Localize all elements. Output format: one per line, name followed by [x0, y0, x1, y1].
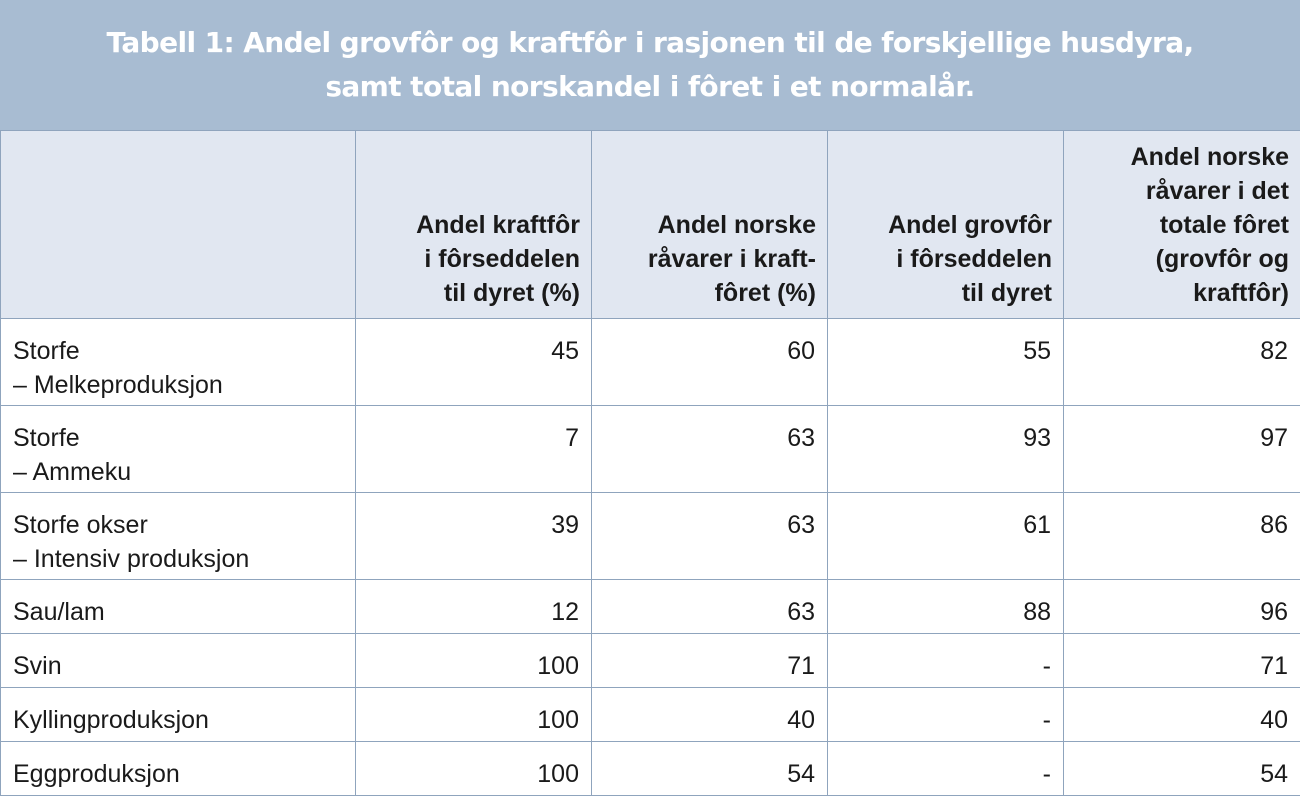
- table-cell: 88: [827, 579, 1064, 634]
- table-cell: 55: [827, 318, 1064, 406]
- feed-share-table: Andel kraftfôr i fôrseddelen til dyret (…: [0, 130, 1300, 796]
- header-line: råvarer i kraft-: [647, 245, 816, 273]
- row-label: Storfe – Melkeproduksjon: [0, 318, 356, 406]
- row-label-line: Storfe okser: [13, 511, 148, 539]
- table-cell: -: [827, 633, 1064, 688]
- table-title-line-2: samt total norskandel i fôret i et norma…: [325, 70, 975, 103]
- table-row: Storfe – Melkeproduksjon 45 60 55 82: [0, 318, 1300, 406]
- row-label-line: – Melkeproduksjon: [13, 371, 223, 399]
- row-label-line: Eggproduksjon: [13, 760, 180, 788]
- table-title-line-1: Tabell 1: Andel grovfôr og kraftfôr i ra…: [106, 26, 1194, 59]
- table-cell: 45: [355, 318, 592, 406]
- table-cell: 61: [827, 492, 1064, 580]
- header-line: i fôrseddelen: [896, 245, 1052, 273]
- row-label: Storfe – Ammeku: [0, 405, 356, 493]
- table-cell: -: [827, 687, 1064, 742]
- table-cell: 63: [591, 492, 828, 580]
- header-cell-norwegian-total: Andel norske råvarer i det totale fôret …: [1063, 130, 1300, 319]
- header-line: Andel grovfôr: [888, 211, 1052, 239]
- header-cell-concentrate-share: Andel kraftfôr i fôrseddelen til dyret (…: [355, 130, 592, 319]
- header-line: (grovfôr og: [1155, 245, 1289, 273]
- header-line: Andel norske: [657, 211, 816, 239]
- row-label: Storfe okser – Intensiv produksjon: [0, 492, 356, 580]
- header-line: kraftfôr): [1193, 279, 1289, 307]
- table-cell: 40: [1063, 687, 1300, 742]
- header-line: til dyret (%): [443, 279, 580, 307]
- row-label-line: Storfe: [13, 424, 80, 452]
- table-title-band: Tabell 1: Andel grovfôr og kraftfôr i ra…: [0, 0, 1300, 130]
- header-line: totale fôret: [1159, 211, 1289, 239]
- table-cell: -: [827, 741, 1064, 796]
- table-cell: 54: [1063, 741, 1300, 796]
- table-cell: 71: [1063, 633, 1300, 688]
- table-cell: 82: [1063, 318, 1300, 406]
- table-row: Storfe – Ammeku 7 63 93 97: [0, 405, 1300, 493]
- table-cell: 100: [355, 633, 592, 688]
- row-label: Eggproduksjon: [0, 741, 356, 796]
- table-row: Svin 100 71 - 71: [0, 633, 1300, 688]
- table-row: Sau/lam 12 63 88 96: [0, 579, 1300, 634]
- header-line: i fôrseddelen: [424, 245, 580, 273]
- table-cell: 97: [1063, 405, 1300, 493]
- row-label-line: Storfe: [13, 337, 80, 365]
- row-label: Sau/lam: [0, 579, 356, 634]
- row-label-line: Svin: [13, 652, 62, 680]
- table-cell: 63: [591, 405, 828, 493]
- header-line: Andel kraftfôr: [416, 211, 580, 239]
- row-label: Svin: [0, 633, 356, 688]
- table-cell: 100: [355, 741, 592, 796]
- row-label-line: Sau/lam: [13, 598, 105, 626]
- header-cell-norwegian-concentrate: Andel norske råvarer i kraft- fôret (%): [591, 130, 828, 319]
- table-cell: 54: [591, 741, 828, 796]
- table-cell: 12: [355, 579, 592, 634]
- table-cell: 86: [1063, 492, 1300, 580]
- table-row: Kyllingproduksjon 100 40 - 40: [0, 687, 1300, 742]
- table-cell: 93: [827, 405, 1064, 493]
- table-cell: 100: [355, 687, 592, 742]
- table-cell: 71: [591, 633, 828, 688]
- header-cell-empty: [0, 130, 356, 319]
- table-cell: 60: [591, 318, 828, 406]
- header-line: fôret (%): [714, 279, 816, 307]
- header-line: råvarer i det: [1145, 177, 1289, 205]
- table-cell: 96: [1063, 579, 1300, 634]
- table-row: Storfe okser – Intensiv produksjon 39 63…: [0, 492, 1300, 580]
- table-cell: 40: [591, 687, 828, 742]
- row-label-line: – Ammeku: [13, 458, 132, 486]
- row-label-line: Kyllingproduksjon: [13, 706, 209, 734]
- table-cell: 39: [355, 492, 592, 580]
- header-line: til dyret: [961, 279, 1052, 307]
- table-cell: 63: [591, 579, 828, 634]
- row-label-line: – Intensiv produksjon: [13, 545, 250, 573]
- header-row: Andel kraftfôr i fôrseddelen til dyret (…: [0, 130, 1300, 319]
- table-cell: 7: [355, 405, 592, 493]
- table-row: Eggproduksjon 100 54 - 54: [0, 741, 1300, 796]
- header-line: Andel norske: [1130, 143, 1289, 171]
- header-cell-roughage-share: Andel grovfôr i fôrseddelen til dyret: [827, 130, 1064, 319]
- row-label: Kyllingproduksjon: [0, 687, 356, 742]
